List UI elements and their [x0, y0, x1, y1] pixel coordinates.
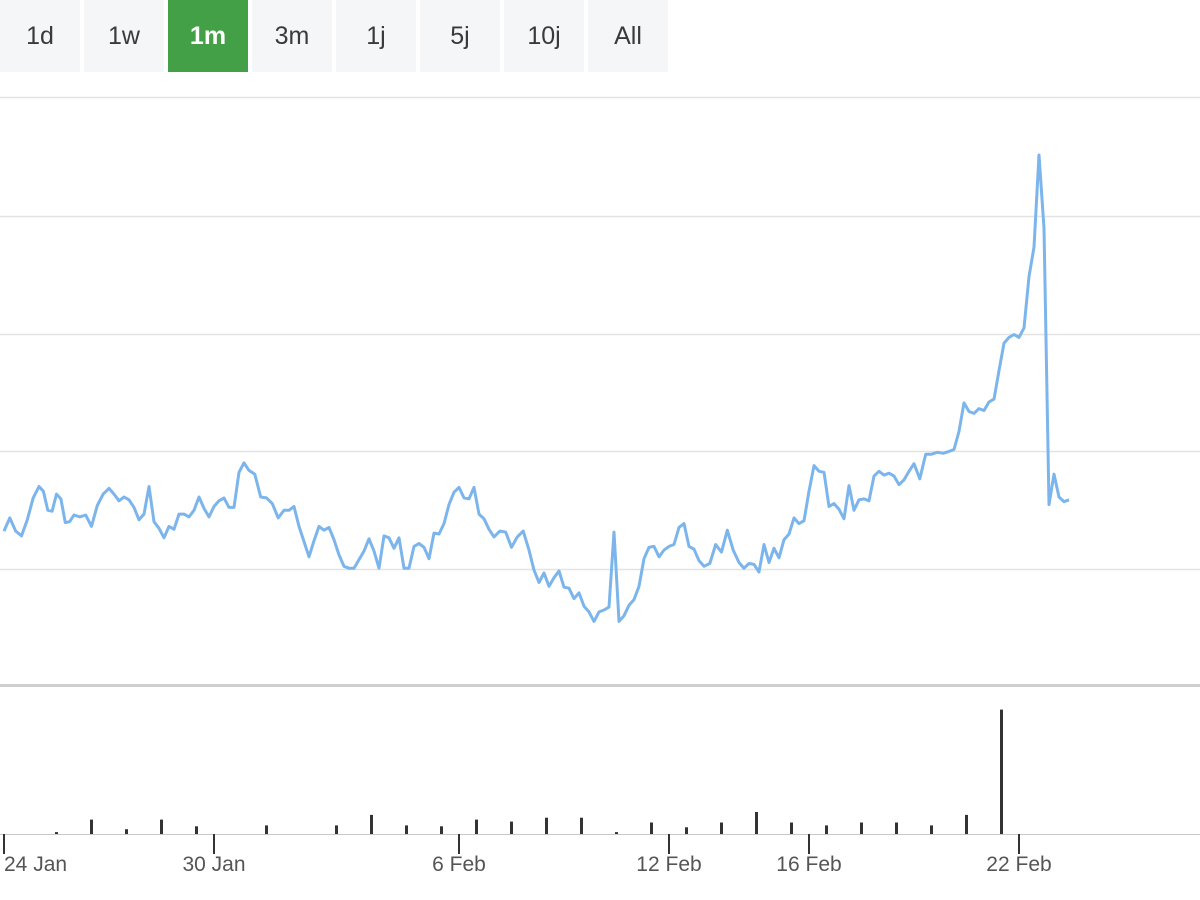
range-button-1j[interactable]: 1j [336, 0, 416, 72]
range-selector: 1d 1w 1m 3m 1j 5j 10j All [0, 0, 668, 72]
volume-bar [650, 822, 653, 834]
volume-bar [790, 822, 793, 834]
volume-bar [895, 822, 898, 834]
price-grid [0, 96, 1200, 571]
volume-bar [405, 825, 408, 834]
price-line [2, 153, 1070, 623]
x-tick-label: 24 Jan [4, 853, 67, 876]
volume-bar [195, 826, 198, 834]
volume-bar [965, 814, 968, 834]
volume-bar [55, 832, 58, 834]
volume-bar [475, 819, 478, 834]
volume-bar [440, 826, 443, 834]
x-tick-label: 16 Feb [776, 853, 841, 876]
volume-bar [720, 822, 723, 834]
x-tick-label: 6 Feb [432, 853, 486, 876]
range-button-all[interactable]: All [588, 0, 668, 72]
volume-bar [755, 812, 758, 834]
volume-bar [125, 829, 128, 834]
x-tick-label: 22 Feb [986, 853, 1051, 876]
volume-bar [580, 817, 583, 834]
x-tick-label: 30 Jan [182, 853, 245, 876]
volume-bar [265, 825, 268, 834]
range-button-1d[interactable]: 1d [0, 0, 80, 72]
volume-bar [90, 819, 93, 834]
x-tick-label: 12 Feb [636, 853, 701, 876]
volume-bar [510, 821, 513, 834]
volume-bar [160, 819, 163, 834]
volume-bar [335, 825, 338, 834]
volume-bar [860, 822, 863, 834]
range-button-1m[interactable]: 1m [168, 0, 248, 72]
volume-bar [1000, 709, 1003, 834]
x-axis-ticks: 24 Jan 30 Jan 6 Feb 12 Feb 16 Feb 22 Feb [3, 834, 1052, 876]
volume-bar [615, 832, 618, 834]
range-button-3m[interactable]: 3m [252, 0, 332, 72]
volume-bar [370, 814, 373, 834]
volume-bar [930, 825, 933, 834]
volume-bar [825, 825, 828, 834]
volume-bar [545, 817, 548, 834]
price-series [2, 153, 1070, 623]
range-button-5j[interactable]: 5j [420, 0, 500, 72]
volume-bar [685, 827, 688, 834]
range-button-10j[interactable]: 10j [504, 0, 584, 72]
volume-bars [55, 709, 1003, 834]
range-button-1w[interactable]: 1w [84, 0, 164, 72]
